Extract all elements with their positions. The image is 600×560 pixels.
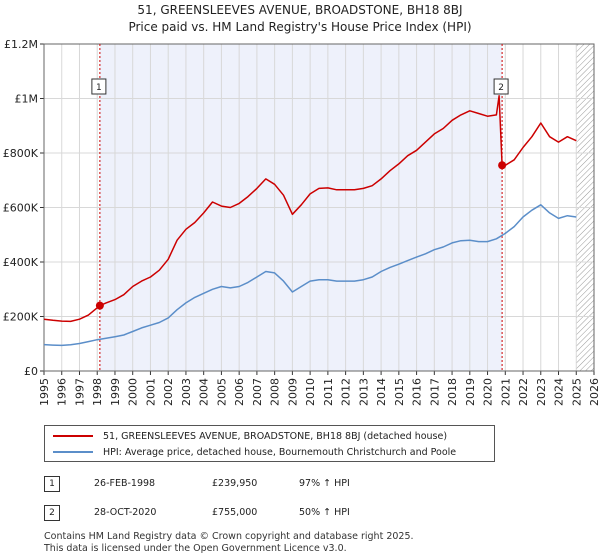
sale-marker-label: 1: [96, 83, 102, 93]
x-tick-label: 2026: [588, 378, 600, 406]
y-tick-label: £600K: [3, 202, 39, 215]
legend-swatch-hpi: [53, 451, 93, 453]
x-tick-label: 2025: [570, 378, 583, 406]
transaction-hpi-change: 97% ↑ HPI: [299, 478, 350, 489]
sale-point: [95, 301, 104, 310]
x-tick-label: 2006: [233, 378, 246, 406]
y-tick-label: £400K: [3, 256, 39, 269]
y-tick-label: £200K: [3, 311, 39, 324]
sale-marker-label: 2: [498, 83, 504, 93]
transaction-price: £239,950: [212, 478, 258, 489]
sale-marker-box: [493, 78, 509, 95]
x-tick-label: 2019: [464, 378, 477, 406]
hpi-line: [43, 204, 577, 347]
sale-marker-box: [91, 78, 107, 95]
legend-label-hpi: HPI: Average price, detached house, Bour…: [103, 446, 457, 458]
table-row: 2 28-OCT-2020 £755,000 50% ↑ HPI: [44, 505, 464, 525]
x-tick-label: 1999: [109, 378, 122, 406]
x-tick-label: 2011: [322, 378, 335, 406]
transaction-number: 1: [44, 476, 60, 492]
transaction-date: 28-OCT-2020: [94, 507, 157, 518]
footer-copyright: Contains HM Land Registry data © Crown c…: [44, 531, 414, 542]
x-tick-label: 2007: [251, 378, 264, 406]
x-tick-label: 1995: [38, 378, 51, 406]
chart-legend: 51, GREENSLEEVES AVENUE, BROADSTONE, BH1…: [44, 425, 495, 462]
x-tick-label: 2020: [482, 378, 495, 406]
legend-label-property: 51, GREENSLEEVES AVENUE, BROADSTONE, BH1…: [103, 430, 448, 442]
x-tick-label: 2017: [428, 378, 441, 406]
transaction-hpi-change: 50% ↑ HPI: [299, 507, 350, 518]
x-tick-label: 2005: [215, 378, 228, 406]
x-tick-label: 2024: [553, 378, 566, 406]
x-tick-label: 2010: [304, 378, 317, 406]
legend-item-property: 51, GREENSLEEVES AVENUE, BROADSTONE, BH1…: [53, 429, 447, 443]
x-tick-label: 1997: [73, 378, 86, 406]
x-tick-label: 2000: [127, 378, 140, 406]
x-tick-label: 2018: [446, 378, 459, 406]
x-tick-label: 2021: [499, 378, 512, 406]
x-tick-label: 2002: [162, 378, 175, 406]
x-tick-label: 2003: [180, 378, 193, 406]
legend-swatch-property: [53, 435, 93, 437]
x-tick-label: 2013: [357, 378, 370, 406]
chart-subtitle: Price paid vs. HM Land Registry's House …: [128, 20, 472, 34]
transaction-number: 2: [44, 505, 60, 521]
x-tick-label: 2012: [340, 378, 353, 406]
chart-title: 51, GREENSLEEVES AVENUE, BROADSTONE, BH1…: [137, 3, 463, 17]
y-tick-label: £0: [24, 365, 38, 378]
x-tick-label: 2009: [286, 378, 299, 406]
x-tick-label: 2022: [517, 378, 530, 406]
y-tick-label: £1M: [15, 93, 39, 106]
footer-license: This data is licensed under the Open Gov…: [44, 543, 347, 554]
x-tick-label: 2001: [144, 378, 157, 406]
transaction-date: 26-FEB-1998: [94, 478, 156, 489]
x-tick-label: 2015: [393, 378, 406, 406]
legend-item-hpi: HPI: Average price, detached house, Bour…: [53, 445, 456, 459]
x-tick-label: 2008: [269, 378, 282, 406]
x-tick-label: 2004: [198, 378, 211, 406]
transaction-price: £755,000: [212, 507, 258, 518]
property-price-line: [43, 95, 577, 323]
sale-point: [498, 161, 507, 170]
plot-frame: [43, 43, 595, 372]
x-tick-label: 2014: [375, 378, 388, 406]
x-tick-label: 1996: [56, 378, 69, 406]
x-tick-label: 2023: [535, 378, 548, 406]
y-tick-label: £800K: [3, 147, 39, 160]
y-tick-label: £1.2M: [4, 38, 38, 51]
price-chart: 1995 1996 1997 1998 1999 2000 2001 2002 2003 2004…: [3, 38, 600, 406]
x-tick-label: 2016: [411, 378, 424, 406]
table-row: 1 26-FEB-1998 £239,950 97% ↑ HPI: [44, 476, 464, 496]
x-tick-label: 1998: [91, 378, 104, 406]
